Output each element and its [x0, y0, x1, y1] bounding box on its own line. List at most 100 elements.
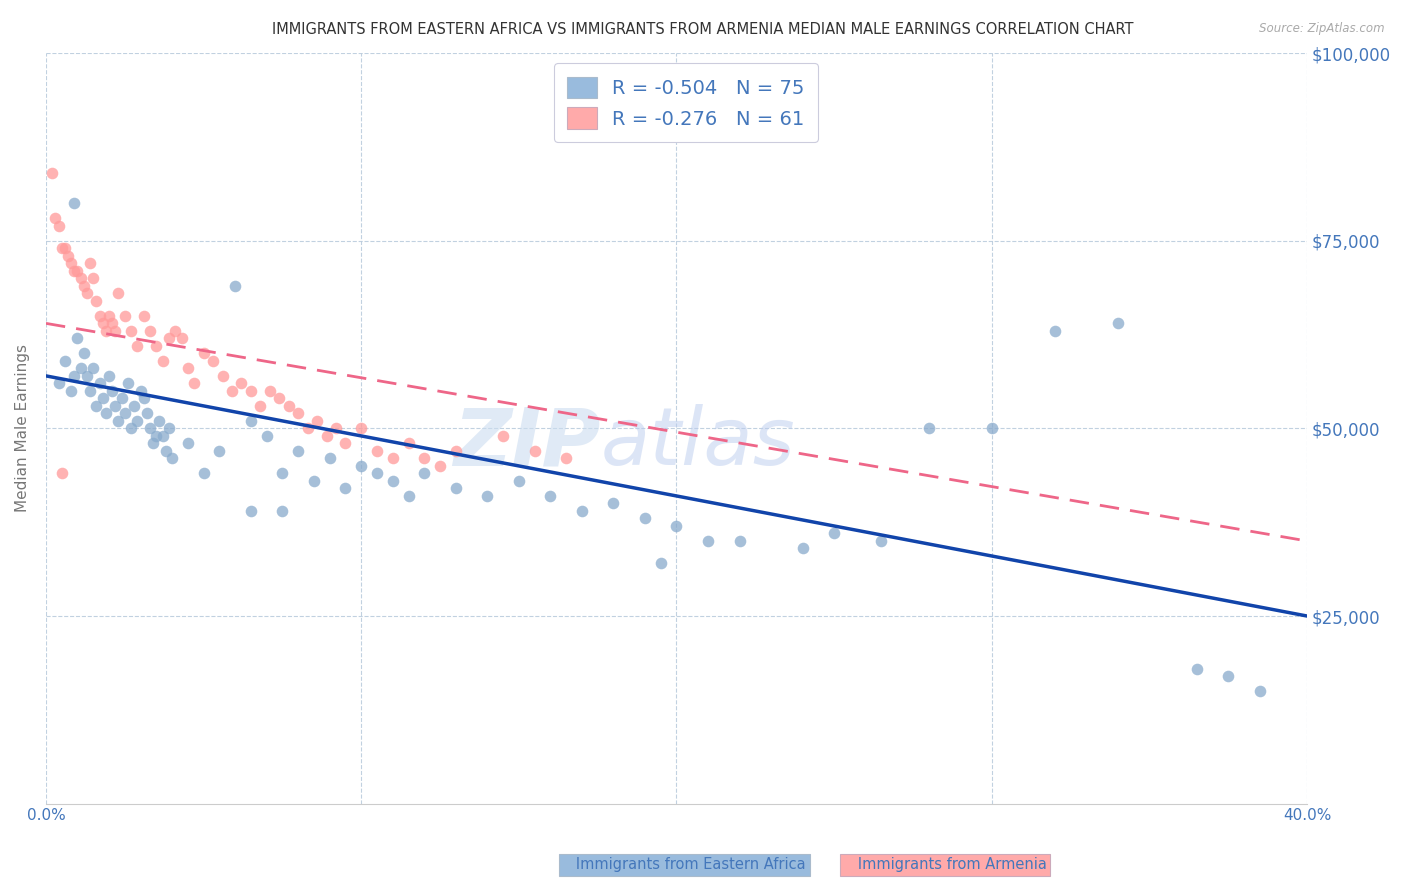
- Point: [398, 436, 420, 450]
- Point: [477, 489, 499, 503]
- Point: [152, 429, 174, 443]
- Point: [297, 421, 319, 435]
- Point: [366, 444, 388, 458]
- Point: [79, 384, 101, 398]
- Point: [135, 406, 157, 420]
- Point: [429, 458, 451, 473]
- Point: [132, 309, 155, 323]
- Point: [107, 414, 129, 428]
- Point: [101, 384, 124, 398]
- Point: [139, 421, 162, 435]
- Point: [69, 271, 91, 285]
- Point: [82, 361, 104, 376]
- Point: [697, 533, 720, 548]
- Point: [148, 414, 170, 428]
- Point: [86, 293, 108, 308]
- Point: [114, 406, 136, 420]
- Text: ZIP: ZIP: [454, 404, 600, 483]
- Point: [239, 414, 262, 428]
- Text: atlas: atlas: [600, 404, 796, 483]
- Point: [202, 354, 225, 368]
- Point: [63, 368, 86, 383]
- Point: [335, 482, 357, 496]
- Point: [315, 429, 337, 443]
- Point: [170, 331, 193, 345]
- Point: [66, 331, 89, 345]
- Point: [366, 467, 388, 481]
- Point: [335, 436, 357, 450]
- Point: [413, 467, 436, 481]
- Point: [107, 286, 129, 301]
- Point: [239, 504, 262, 518]
- Point: [398, 489, 420, 503]
- Point: [60, 384, 83, 398]
- Point: [287, 444, 309, 458]
- Point: [63, 196, 86, 211]
- Point: [1218, 669, 1240, 683]
- Point: [307, 414, 329, 428]
- Point: [114, 309, 136, 323]
- Point: [1249, 684, 1271, 698]
- Point: [51, 241, 73, 255]
- Point: [53, 241, 76, 255]
- Point: [53, 354, 76, 368]
- Point: [571, 504, 593, 518]
- Text: IMMIGRANTS FROM EASTERN AFRICA VS IMMIGRANTS FROM ARMENIA MEDIAN MALE EARNINGS C: IMMIGRANTS FROM EASTERN AFRICA VS IMMIGR…: [273, 22, 1133, 37]
- Point: [66, 264, 89, 278]
- Point: [231, 376, 253, 391]
- Point: [602, 496, 624, 510]
- Point: [41, 166, 63, 180]
- Point: [139, 324, 162, 338]
- Point: [63, 264, 86, 278]
- Point: [165, 324, 187, 338]
- Point: [104, 399, 127, 413]
- Point: [48, 376, 70, 391]
- Point: [650, 557, 672, 571]
- Point: [318, 451, 340, 466]
- Point: [792, 541, 814, 556]
- Point: [157, 421, 180, 435]
- Point: [91, 317, 114, 331]
- Point: [76, 286, 98, 301]
- Text: Immigrants from Armenia: Immigrants from Armenia: [844, 857, 1046, 872]
- Point: [239, 384, 262, 398]
- Point: [122, 399, 145, 413]
- Point: [350, 421, 373, 435]
- Point: [120, 324, 142, 338]
- Point: [111, 392, 134, 406]
- Point: [177, 361, 200, 376]
- Point: [325, 421, 347, 435]
- Point: [256, 429, 278, 443]
- Point: [127, 414, 149, 428]
- Point: [634, 511, 657, 525]
- Point: [1107, 317, 1129, 331]
- Point: [73, 278, 96, 293]
- Point: [120, 421, 142, 435]
- Point: [94, 406, 117, 420]
- Point: [381, 451, 404, 466]
- Point: [918, 421, 941, 435]
- Point: [413, 451, 436, 466]
- Point: [492, 429, 515, 443]
- Point: [48, 219, 70, 233]
- Point: [302, 474, 325, 488]
- Point: [98, 368, 121, 383]
- Point: [444, 482, 467, 496]
- Point: [224, 278, 246, 293]
- Point: [56, 249, 79, 263]
- Point: [269, 392, 291, 406]
- Point: [142, 436, 165, 450]
- Point: [183, 376, 205, 391]
- Point: [1043, 324, 1066, 338]
- Point: [51, 467, 73, 481]
- Point: [127, 339, 149, 353]
- Point: [89, 309, 111, 323]
- Text: Immigrants from Eastern Africa: Immigrants from Eastern Africa: [562, 857, 806, 872]
- Point: [193, 346, 215, 360]
- Point: [69, 361, 91, 376]
- Point: [508, 474, 530, 488]
- Point: [350, 458, 373, 473]
- Point: [152, 354, 174, 368]
- Point: [129, 384, 152, 398]
- Point: [208, 444, 231, 458]
